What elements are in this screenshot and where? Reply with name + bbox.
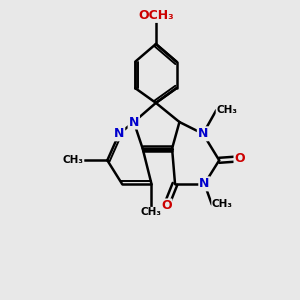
Text: N: N	[199, 177, 210, 190]
Text: N: N	[198, 127, 208, 140]
Text: CH₃: CH₃	[63, 155, 84, 165]
Text: O: O	[235, 152, 245, 165]
Text: CH₃: CH₃	[216, 105, 237, 115]
Text: O: O	[161, 200, 172, 212]
Text: OCH₃: OCH₃	[138, 9, 174, 22]
Text: CH₃: CH₃	[141, 207, 162, 218]
Text: N: N	[114, 127, 124, 140]
Text: N: N	[129, 116, 139, 128]
Text: CH₃: CH₃	[212, 200, 233, 209]
